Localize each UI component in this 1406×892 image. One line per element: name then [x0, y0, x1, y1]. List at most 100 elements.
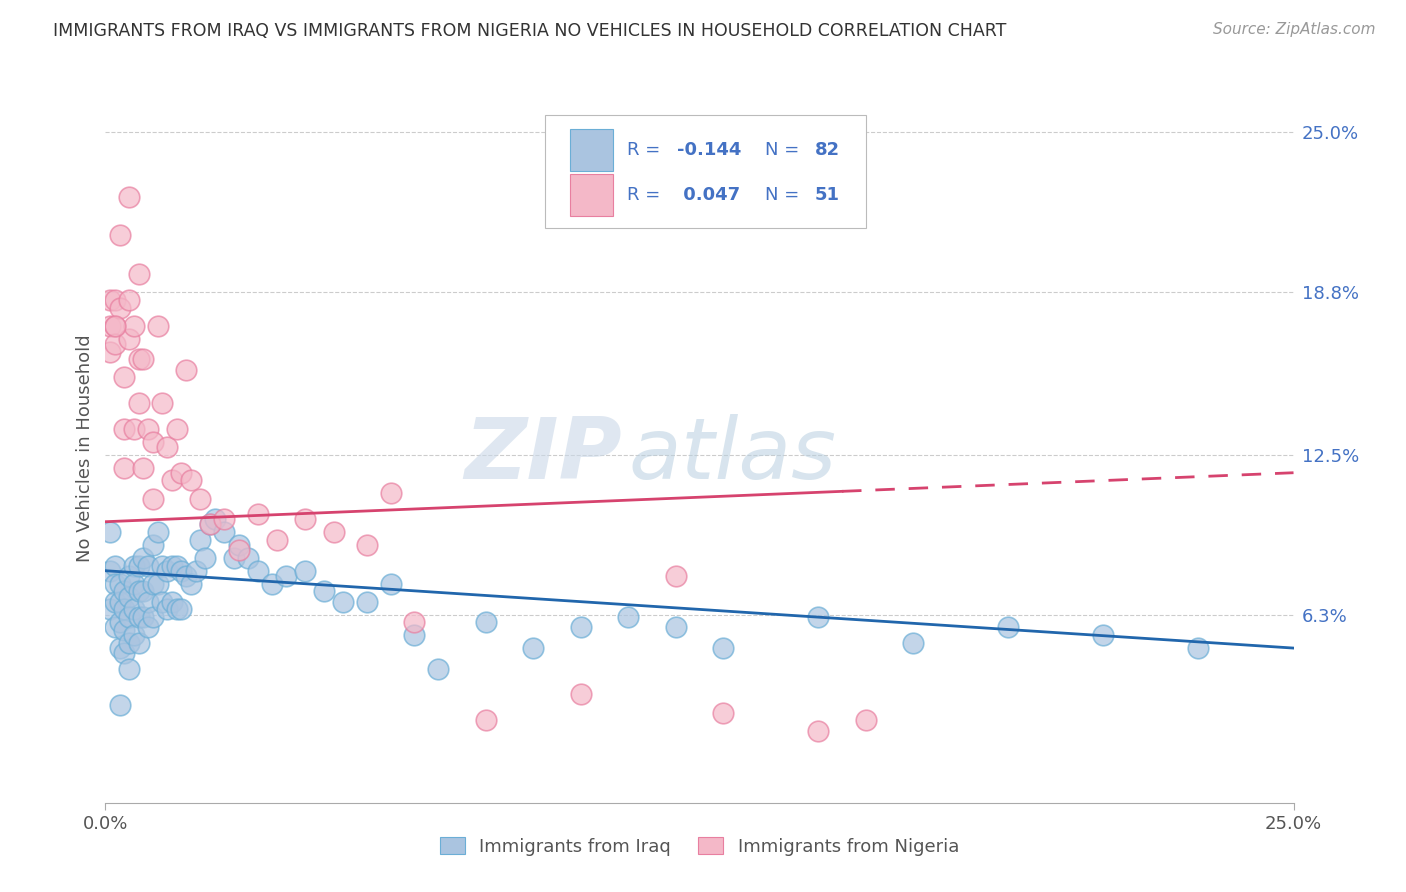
Point [118, 293, 141, 307]
Point [569, 620, 592, 634]
Point [146, 318, 169, 333]
Point [132, 584, 155, 599]
Point [294, 512, 316, 526]
Point [122, 318, 145, 333]
Point [1092, 628, 1115, 642]
Point [142, 576, 165, 591]
Point [104, 336, 127, 351]
Point [260, 576, 283, 591]
Point [98, 602, 121, 616]
Point [132, 352, 155, 367]
Point [170, 602, 193, 616]
Point [214, 524, 236, 539]
Text: atlas: atlas [628, 414, 837, 497]
Point [228, 538, 250, 552]
Point [98, 564, 121, 578]
Point [108, 595, 131, 609]
Point [246, 507, 269, 521]
Point [128, 558, 150, 573]
Point [108, 576, 131, 591]
Point [380, 486, 402, 500]
Y-axis label: No Vehicles in Household: No Vehicles in Household [76, 334, 94, 562]
Point [160, 558, 183, 573]
Point [569, 688, 592, 702]
Text: N =: N = [765, 186, 804, 204]
Point [332, 595, 354, 609]
Point [104, 318, 127, 333]
Point [190, 491, 212, 506]
Text: R =: R = [627, 186, 666, 204]
Text: 82: 82 [814, 142, 839, 160]
Point [427, 662, 450, 676]
Point [98, 524, 121, 539]
Point [152, 595, 174, 609]
Point [474, 713, 496, 727]
Point [122, 628, 145, 642]
Point [198, 517, 221, 532]
Point [294, 564, 316, 578]
Point [266, 533, 288, 547]
Point [166, 558, 188, 573]
Point [118, 332, 141, 346]
Point [142, 610, 165, 624]
Point [522, 641, 544, 656]
Point [194, 550, 217, 565]
Point [204, 512, 226, 526]
Point [1187, 641, 1209, 656]
Point [132, 610, 155, 624]
Text: R =: R = [627, 142, 666, 160]
Point [104, 318, 127, 333]
Point [108, 228, 131, 243]
Point [190, 533, 212, 547]
Point [98, 293, 121, 307]
Point [152, 396, 174, 410]
Point [246, 564, 269, 578]
Point [855, 713, 877, 727]
Point [136, 595, 159, 609]
Point [184, 564, 207, 578]
Point [166, 602, 188, 616]
Text: -0.144: -0.144 [676, 142, 741, 160]
Point [356, 538, 378, 552]
Point [807, 723, 830, 738]
Point [228, 543, 250, 558]
Point [132, 460, 155, 475]
Point [142, 434, 165, 449]
Point [711, 706, 734, 720]
Point [322, 524, 344, 539]
Text: Source: ZipAtlas.com: Source: ZipAtlas.com [1212, 22, 1375, 37]
Point [104, 595, 127, 609]
Point [132, 550, 155, 565]
Point [156, 602, 179, 616]
Point [128, 610, 150, 624]
Point [104, 293, 127, 307]
Point [474, 615, 496, 630]
Point [128, 636, 150, 650]
Point [156, 564, 179, 578]
Point [617, 610, 640, 624]
Point [404, 615, 426, 630]
Point [122, 576, 145, 591]
Point [198, 517, 221, 532]
Point [665, 620, 688, 634]
Point [128, 267, 150, 281]
Point [118, 636, 141, 650]
Point [404, 628, 426, 642]
Point [222, 550, 245, 565]
Point [997, 620, 1019, 634]
Point [118, 190, 141, 204]
Point [312, 584, 335, 599]
Point [118, 610, 141, 624]
Point [128, 352, 150, 367]
Point [136, 558, 159, 573]
Point [274, 569, 297, 583]
Point [170, 466, 193, 480]
Point [156, 440, 179, 454]
Point [170, 564, 193, 578]
Point [104, 620, 127, 634]
Point [114, 460, 136, 475]
Point [180, 474, 202, 488]
Point [122, 602, 145, 616]
Text: IMMIGRANTS FROM IRAQ VS IMMIGRANTS FROM NIGERIA NO VEHICLES IN HOUSEHOLD CORRELA: IMMIGRANTS FROM IRAQ VS IMMIGRANTS FROM … [53, 22, 1007, 40]
Point [903, 636, 925, 650]
